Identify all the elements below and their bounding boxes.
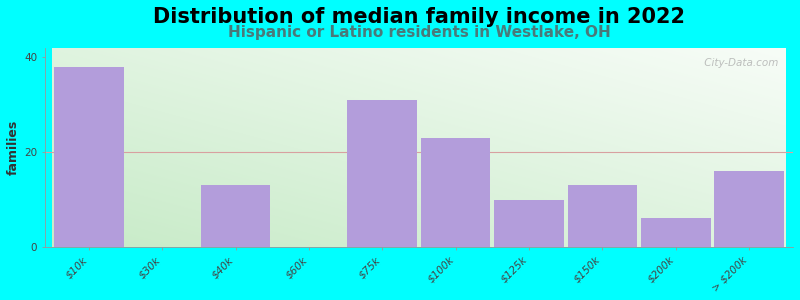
- Bar: [567, 185, 637, 247]
- Bar: [714, 171, 784, 247]
- Bar: [641, 218, 710, 247]
- Bar: [201, 185, 270, 247]
- Bar: [347, 100, 417, 247]
- Bar: [494, 200, 564, 247]
- Bar: [54, 67, 124, 247]
- Text: Hispanic or Latino residents in Westlake, OH: Hispanic or Latino residents in Westlake…: [227, 25, 610, 40]
- Y-axis label: families: families: [7, 120, 20, 175]
- Text: City-Data.com: City-Data.com: [701, 58, 778, 68]
- Title: Distribution of median family income in 2022: Distribution of median family income in …: [153, 7, 685, 27]
- Bar: [421, 138, 490, 247]
